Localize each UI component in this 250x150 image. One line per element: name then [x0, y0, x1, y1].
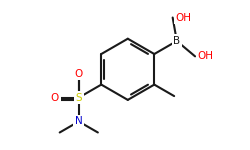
Text: OH: OH — [198, 51, 214, 61]
Text: O: O — [75, 69, 83, 79]
Text: OH: OH — [175, 12, 191, 22]
Text: B: B — [173, 36, 180, 46]
Text: N: N — [75, 116, 83, 126]
Text: S: S — [76, 93, 82, 103]
Text: O: O — [51, 93, 59, 103]
